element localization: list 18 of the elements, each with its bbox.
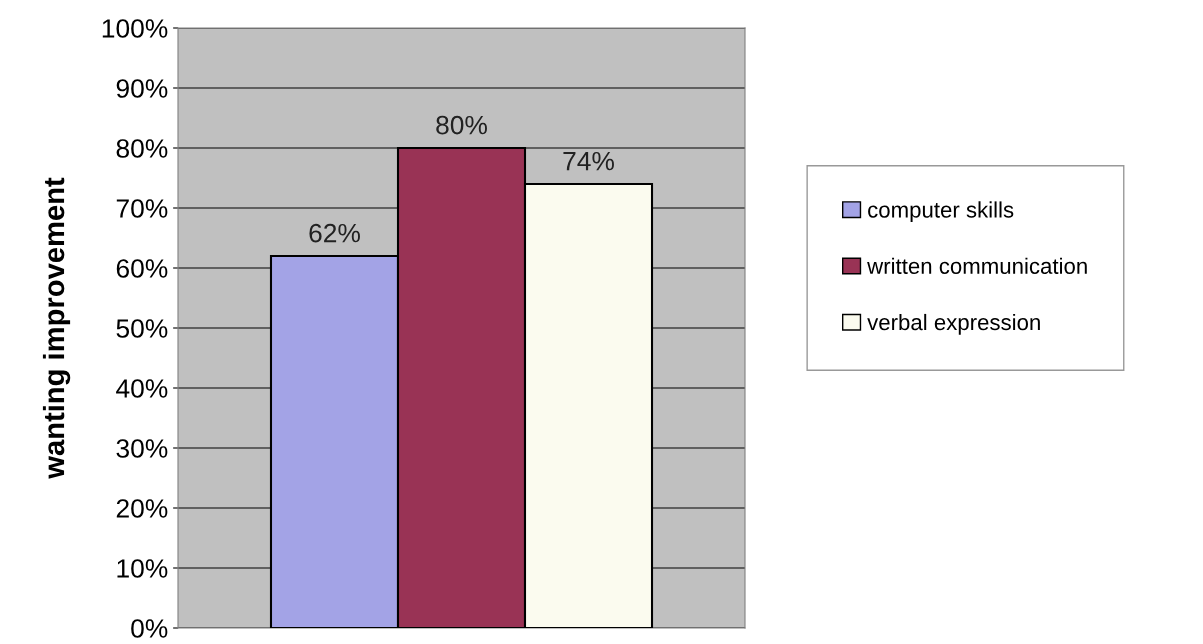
y-tick-label: 50% bbox=[116, 319, 168, 338]
data-label: 80% bbox=[436, 115, 487, 135]
y-tick-label: 40% bbox=[116, 379, 168, 398]
y-tick-label: 60% bbox=[116, 259, 168, 278]
y-axis-title: wanting improvement bbox=[42, 177, 71, 479]
legend-label: computer skills bbox=[868, 201, 1014, 223]
y-tick-label: 80% bbox=[116, 139, 168, 158]
y-tick-label: 20% bbox=[116, 499, 168, 518]
y-tick-label: 0% bbox=[131, 619, 168, 638]
y-tick-label: 10% bbox=[117, 559, 168, 578]
y-tick-label: 30% bbox=[116, 439, 168, 458]
data-label: 62% bbox=[309, 223, 360, 243]
y-tick-label: 90% bbox=[116, 79, 168, 98]
y-tick-label: 70% bbox=[116, 199, 168, 218]
legend-label: written communication bbox=[867, 257, 1087, 274]
y-tick-label: 100% bbox=[102, 19, 168, 38]
legend-label: verbal expression bbox=[867, 313, 1040, 335]
data-label: 74% bbox=[563, 151, 614, 171]
